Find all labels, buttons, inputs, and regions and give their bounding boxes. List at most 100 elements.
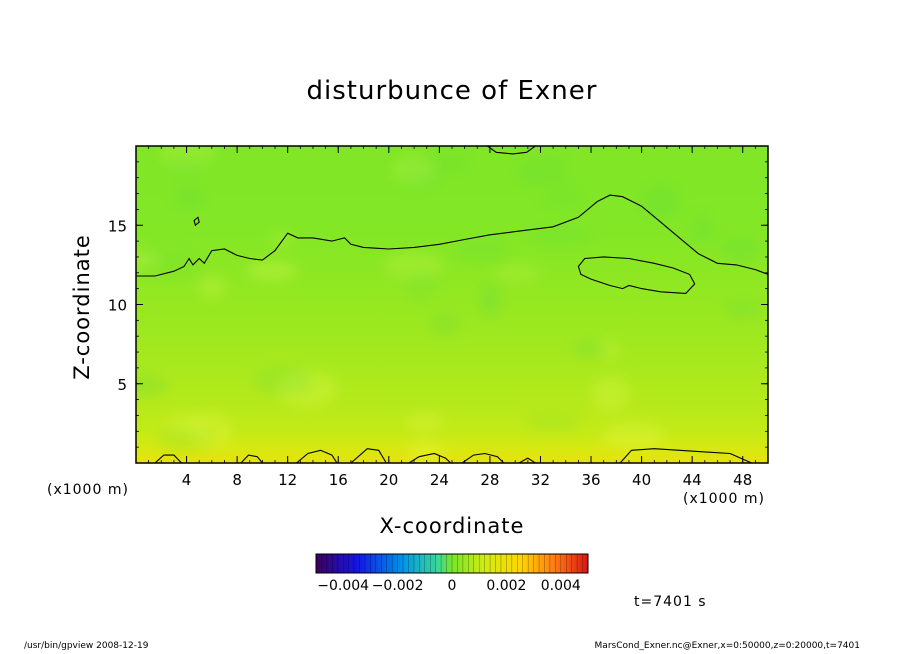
colorbar-segment <box>416 554 420 573</box>
colorbar-segment <box>495 554 499 573</box>
x-tick-label: 24 <box>430 471 449 489</box>
texture-patch <box>383 252 444 279</box>
texture-patch <box>136 248 201 278</box>
colorbar-segment <box>427 554 431 573</box>
colorbar-segment <box>547 554 551 573</box>
colorbar-segment <box>419 554 423 573</box>
x-tick-label: 40 <box>632 471 651 489</box>
colorbar-segment <box>454 554 458 573</box>
time-label: t=7401 s <box>634 594 707 610</box>
colorbar-segment <box>492 554 496 573</box>
colorbar-segment <box>520 554 524 573</box>
texture-patch <box>597 338 619 360</box>
colorbar-segment <box>490 554 494 573</box>
contour-lines <box>136 146 768 463</box>
texture-patch <box>641 184 680 221</box>
colorbar-tick-label: 0 <box>448 578 457 594</box>
colorbar-segment <box>514 554 518 573</box>
colorbar-segment <box>479 554 483 573</box>
colorbar-segment <box>441 554 445 573</box>
colorbar-segment <box>411 554 415 573</box>
colorbar-segment <box>373 554 377 573</box>
colorbar-tick-label: 0.004 <box>541 578 581 594</box>
colorbar-segment <box>318 554 322 573</box>
texture-patch <box>518 160 543 187</box>
texture-patch <box>198 274 227 299</box>
colorbar-segment <box>560 554 564 573</box>
texture-patch <box>601 421 666 451</box>
colorbar-segment <box>452 554 456 573</box>
contour-bump6 <box>461 452 505 463</box>
colorbar-segment <box>585 554 589 573</box>
colorbar-segment <box>525 554 529 573</box>
colorbar-segment <box>473 554 477 573</box>
colorbar-segment <box>484 554 488 573</box>
colorbar-segment <box>536 554 540 573</box>
colorbar-segment <box>462 554 466 573</box>
colorbar-segment <box>403 554 407 573</box>
x-tick-label: 32 <box>531 471 550 489</box>
texture-patch <box>542 188 586 211</box>
colorbar-segment <box>430 554 434 573</box>
colorbar-segment <box>343 554 347 573</box>
texture-patch <box>571 340 607 357</box>
contour-bump1 <box>154 454 182 463</box>
texture-patch <box>406 439 445 463</box>
colorbar-segment <box>389 554 393 573</box>
texture-patch <box>268 230 295 249</box>
colorbar-segment <box>549 554 553 573</box>
texture-patch <box>430 311 462 337</box>
contour-upper <box>136 194 768 277</box>
texture-patch <box>492 264 542 282</box>
texture-patch <box>528 222 593 248</box>
x-tick-label: 16 <box>329 471 348 489</box>
x-tick-label: 4 <box>182 471 192 489</box>
x-tick-label: 8 <box>232 471 242 489</box>
texture-patch <box>723 299 762 319</box>
colorbar-tick-label: 0.002 <box>486 578 526 594</box>
contour-bump7 <box>518 457 536 463</box>
colorbar-segment <box>424 554 428 573</box>
colorbar-segment <box>354 554 358 573</box>
contour-bump3 <box>296 449 338 463</box>
colorbar-segment <box>381 554 385 573</box>
x-tick-label: 44 <box>683 471 702 489</box>
texture-patch <box>479 282 502 319</box>
heatmap-field <box>136 146 768 463</box>
colorbar-segment <box>356 554 360 573</box>
colorbar-segment <box>517 554 521 573</box>
footer-source: MarsCond_Exner.nc@Exner,x=0:50000,z=0:20… <box>594 641 860 651</box>
colorbar-segment <box>394 554 398 573</box>
y-axis-label: Z-coordinate <box>70 234 94 380</box>
colorbar-segment <box>552 554 556 573</box>
colorbar-segment <box>348 554 352 573</box>
texture-patch <box>392 155 437 185</box>
colorbar-segment <box>457 554 461 573</box>
texture-patch <box>136 374 168 397</box>
x-axis-label: X-coordinate <box>379 514 525 538</box>
colorbar-segment <box>422 554 426 573</box>
colorbar-segment <box>465 554 469 573</box>
colorbar-segment <box>378 554 382 573</box>
colorbar-segment <box>443 554 447 573</box>
colorbar-segment <box>384 554 388 573</box>
colorbar-segment <box>332 554 336 573</box>
colorbar-segment <box>326 554 330 573</box>
colorbar-segment <box>509 554 513 573</box>
colorbar-segment <box>503 554 507 573</box>
colorbar-segment <box>568 554 572 573</box>
colorbar-segment <box>471 554 475 573</box>
texture-patch <box>427 154 469 171</box>
contour-loop <box>577 256 696 294</box>
colorbar-tick-label: −0.002 <box>372 578 424 594</box>
colorbar-segment <box>335 554 339 573</box>
colorbar-segment <box>558 554 562 573</box>
texture-patch <box>191 413 233 449</box>
colorbar-segment <box>408 554 412 573</box>
colorbar-segment <box>446 554 450 573</box>
colorbar-segment <box>582 554 586 573</box>
contour-bump2 <box>240 454 263 463</box>
colorbar-segment <box>577 554 581 573</box>
x-tick-label: 28 <box>480 471 499 489</box>
